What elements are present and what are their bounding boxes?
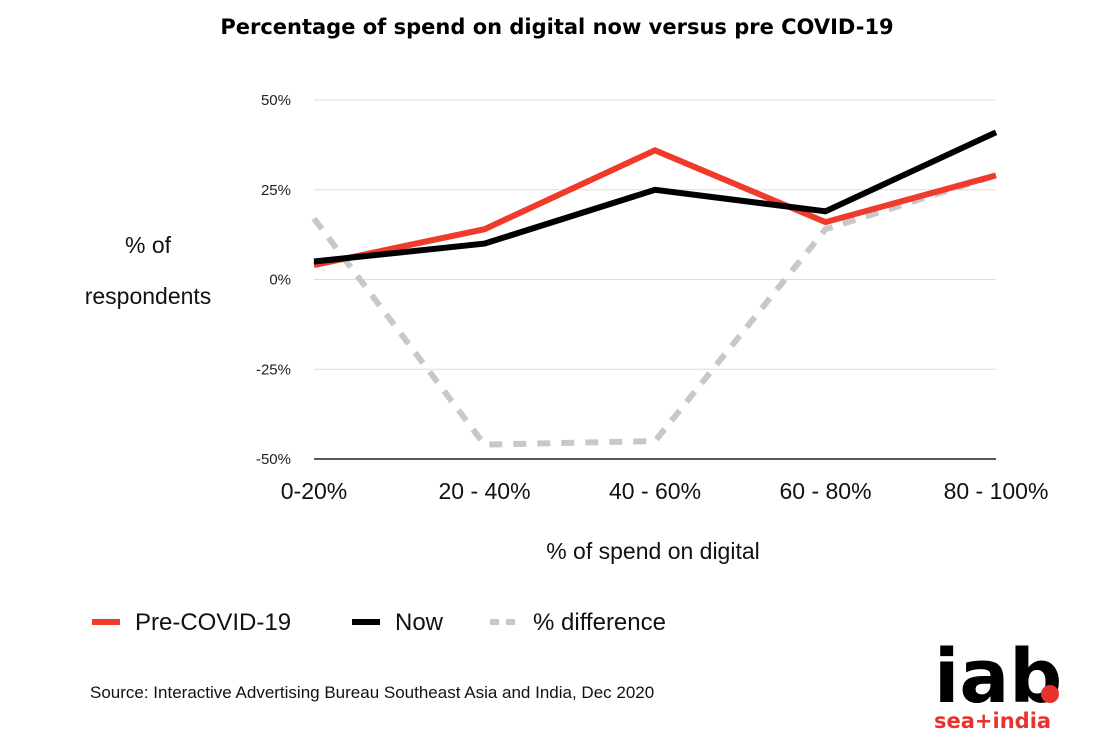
chart-title: Percentage of spend on digital now versu… [220, 15, 893, 39]
y-tick-label: 25% [261, 182, 291, 199]
series-line-1 [313, 129, 998, 265]
x-tick-label: 40 - 60% [609, 478, 701, 504]
y-tick-label: -50% [256, 451, 291, 468]
x-tick-label: 80 - 100% [944, 478, 1049, 504]
y-tick-label: 50% [261, 92, 291, 109]
logo-main-text: iab [934, 634, 1062, 720]
iab-logo: iab sea+india [934, 634, 1062, 733]
x-tick-label: 0-20% [281, 478, 347, 504]
series-line-2 [311, 172, 997, 448]
x-axis-label: % of spend on digital [546, 538, 760, 564]
y-axis-label-line-2: respondents [85, 283, 212, 309]
y-tick-label: -25% [256, 361, 291, 378]
series-line-0 [313, 147, 997, 269]
y-axis-ticks: 50% 25% 0% -25% -50% [256, 92, 291, 468]
source-note: Source: Interactive Advertising Bureau S… [90, 683, 654, 702]
legend-label: Pre-COVID-19 [135, 609, 291, 636]
logo-sub-text: sea+india [934, 709, 1051, 733]
x-tick-label: 60 - 80% [779, 478, 871, 504]
logo-dot [1041, 685, 1059, 703]
legend: Pre-COVID-19 Now % difference [92, 609, 666, 636]
series-lines [311, 129, 998, 448]
x-tick-label: 20 - 40% [438, 478, 530, 504]
x-axis: 0-20% 20 - 40% 40 - 60% 60 - 80% 80 - 100% [281, 458, 1049, 504]
grid [314, 99, 996, 370]
y-axis-label-line-1: % of [125, 232, 172, 258]
y-tick-label: 0% [269, 272, 291, 289]
legend-label: % difference [533, 609, 666, 636]
legend-label: Now [395, 609, 444, 636]
